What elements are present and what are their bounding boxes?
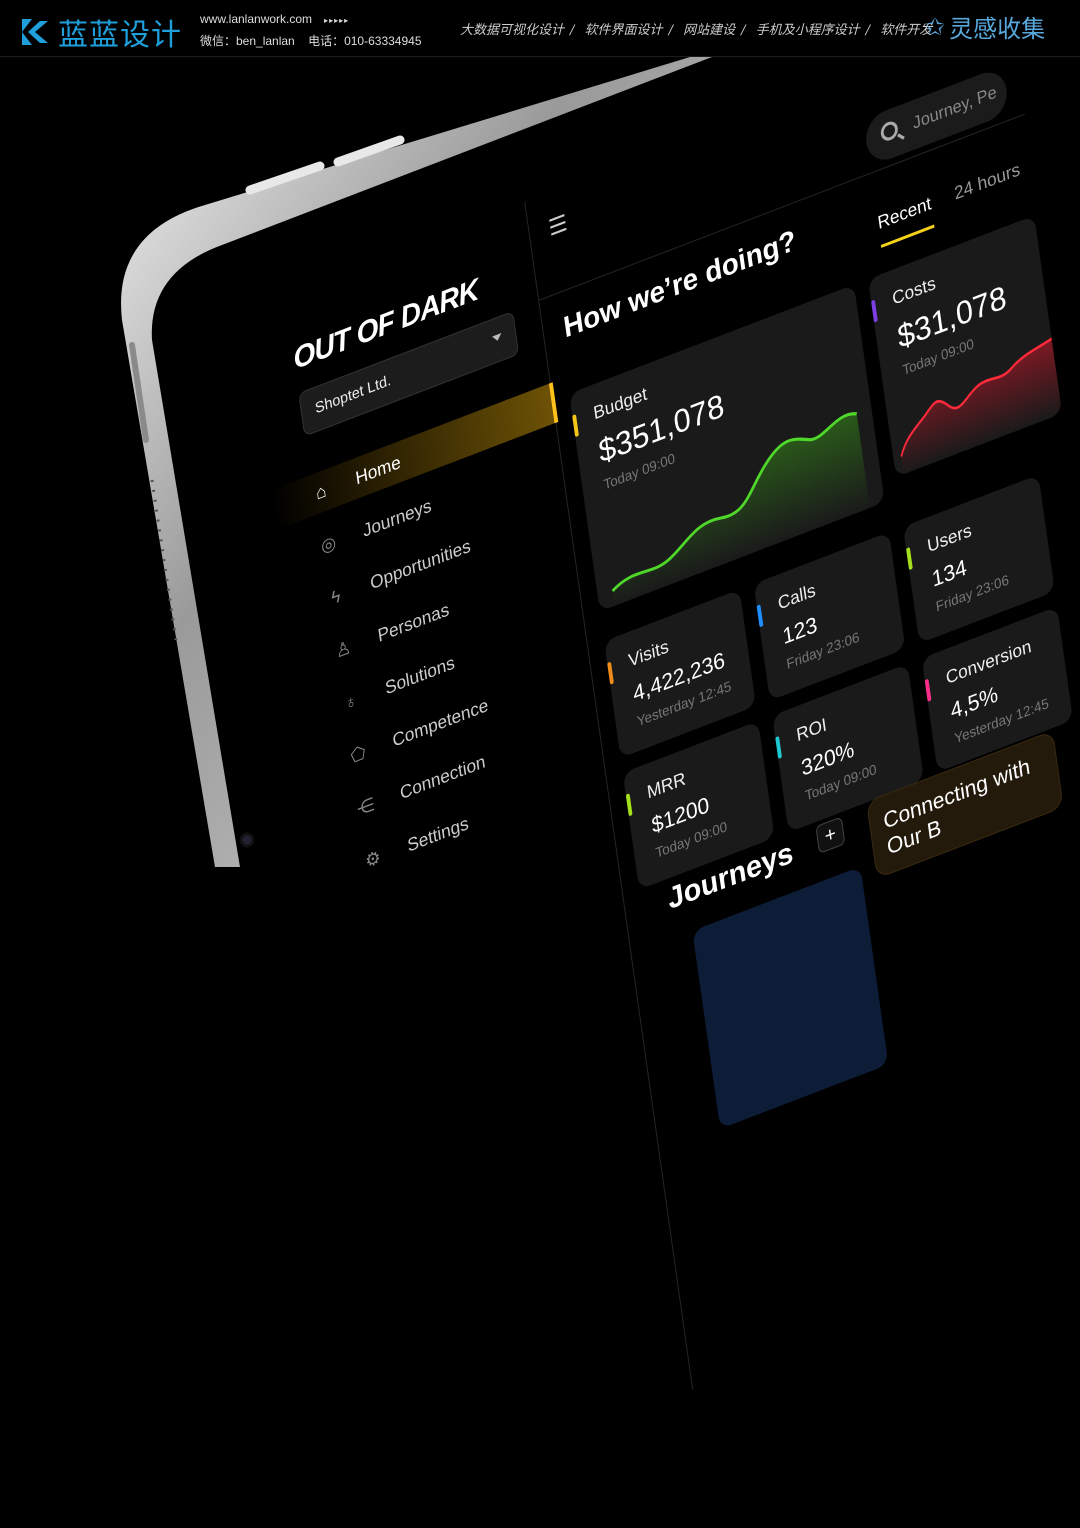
logo-text: 蓝蓝设计 (58, 18, 182, 53)
card-label: Users (926, 519, 973, 557)
menu-collapse-icon[interactable]: ☰ (546, 209, 569, 242)
search-icon (879, 118, 900, 144)
sidebar-item-label: Personas (376, 598, 451, 646)
card-label: ROI (795, 714, 828, 746)
compass-icon: ◎ (319, 531, 338, 557)
card-label: MRR (645, 768, 687, 803)
card-label: Calls (776, 579, 817, 614)
collection-text: 灵感收集 (949, 15, 1046, 43)
sidebar-item-label: Home (354, 451, 402, 489)
volume-button (245, 161, 325, 195)
speaker-grille (150, 479, 178, 641)
sidebar-item-label: Journeys (361, 494, 433, 541)
card-label: Visits (627, 635, 670, 671)
tablet-frame (121, 57, 713, 867)
lightning-icon: ϟ (329, 584, 342, 608)
service-link[interactable]: 软件开发 (880, 23, 933, 38)
inspiration-collection-logo[interactable]: ✩ 灵感收集 (925, 9, 1045, 44)
star-icon: ✩ (925, 12, 946, 41)
costs-card[interactable]: Costs $31,078 Today 09:00 (867, 215, 1063, 478)
separator: / (865, 23, 871, 38)
site-banner: 蓝蓝设计 www.lanlanwork.com ▸▸▸▸▸ 微信：ben_lanl… (0, 0, 1080, 57)
budget-sparkline (611, 412, 871, 606)
service-link[interactable]: 网站建设 (683, 23, 736, 38)
separator: / (570, 23, 575, 38)
person-icon: ♙ (334, 636, 353, 662)
budget-card[interactable]: Budget $351,078 Today 09:00 (569, 284, 885, 612)
logo-mark-icon (22, 19, 48, 45)
lightbulb-icon: ♁ (342, 688, 359, 714)
service-link[interactable]: 大数据可视化设计 (460, 23, 565, 38)
gear-icon: ⚙ (363, 845, 382, 872)
costs-sparkline (900, 337, 1063, 475)
arrows-icon: ▸▸▸▸▸ (324, 16, 350, 25)
sidebar-item-label: Settings (406, 812, 470, 856)
company-name: Shoptet Ltd. (314, 371, 392, 418)
search-placeholder: Journey, Pe (911, 82, 998, 134)
website-link[interactable]: www.lanlanwork.com (200, 12, 313, 26)
card-label: Costs (891, 272, 937, 309)
separator: / (668, 23, 673, 38)
separator: / (741, 23, 746, 38)
services-list: 大数据可视化设计 / 软件界面设计 / 网站建设 / 手机及小程序设计 / 软件开发 (460, 19, 932, 38)
service-link[interactable]: 手机及小程序设计 (755, 23, 860, 38)
sidebar-item-label: Solutions (383, 651, 456, 698)
volume-button (333, 135, 405, 167)
contact-info: www.lanlanwork.com ▸▸▸▸▸ 微信：ben_lanlan 电话… (200, 9, 422, 51)
service-link[interactable]: 软件界面设计 (584, 23, 663, 38)
journey-card[interactable] (692, 866, 889, 1129)
phone: 电话：010-63334945 (308, 34, 422, 48)
card-label: Conversion (944, 635, 1033, 689)
share-icon: ⋲ (355, 793, 376, 820)
side-button (129, 342, 149, 443)
lanlan-logo[interactable]: 蓝蓝设计 (18, 10, 182, 54)
tag-icon: ⬠ (349, 741, 367, 767)
sidebar-item-label: Connection (398, 750, 487, 803)
camera-icon (239, 832, 255, 848)
home-icon: ⌂ (314, 479, 328, 504)
caret-down-icon (492, 332, 503, 343)
wechat: 微信：ben_lanlan (200, 34, 295, 48)
